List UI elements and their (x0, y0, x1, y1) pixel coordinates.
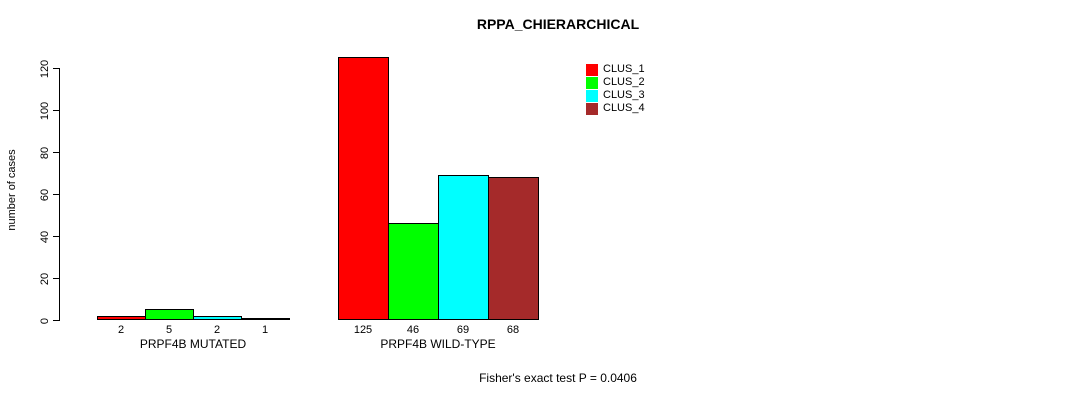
bar-clus_3-prpf4b-wild-type (438, 175, 489, 320)
y-axis-title: number of cases (6, 149, 18, 231)
y-axis-tick-label: 40 (39, 230, 51, 243)
bar-clus_4-prpf4b-wild-type (488, 177, 539, 320)
legend-item-clus_3: CLUS_3 (586, 89, 645, 102)
y-axis-tick (53, 320, 59, 321)
y-axis-line (59, 68, 60, 321)
y-axis-tick-label: 100 (39, 101, 51, 120)
bar-value-label: 46 (406, 324, 420, 336)
legend-item-clus_2: CLUS_2 (586, 76, 645, 89)
y-axis-tick (53, 110, 59, 111)
bar-value-label: 68 (506, 324, 520, 336)
legend-item-clus_1: CLUS_1 (586, 63, 645, 76)
legend-swatch-clus_2 (586, 76, 598, 89)
bar-value-label: 125 (353, 324, 373, 336)
legend-swatch-clus_4 (586, 102, 598, 115)
y-axis-tick (53, 68, 59, 69)
fisher-test-annotation: Fisher's exact test P = 0.0406 (479, 371, 637, 385)
y-axis-tick-label: 80 (39, 146, 51, 159)
bar-clus_1-prpf4b-mutated (97, 316, 146, 320)
legend-label: CLUS_2 (603, 76, 645, 88)
y-axis-tick (53, 236, 59, 237)
y-axis-tick-label: 120 (39, 59, 51, 78)
legend-swatch-clus_3 (586, 89, 598, 102)
bar-value-label: 5 (165, 324, 173, 336)
y-axis-tick-label: 0 (39, 317, 51, 324)
bar-value-label: 2 (213, 324, 221, 336)
y-axis-tick (53, 152, 59, 153)
chart-title: RPPA_CHIERARCHICAL (476, 16, 640, 32)
bar-clus_3-prpf4b-mutated (193, 316, 242, 320)
legend-label: CLUS_3 (603, 89, 645, 101)
bar-clus_1-prpf4b-wild-type (338, 57, 389, 320)
bar-clus_2-prpf4b-mutated (145, 309, 194, 320)
bar-clus_4-prpf4b-mutated (241, 318, 290, 320)
legend-label: CLUS_4 (603, 102, 645, 114)
bar-clus_2-prpf4b-wild-type (388, 223, 439, 320)
y-axis-tick (53, 278, 59, 279)
group-label-prpf4b-wild-type: PRPF4B WILD-TYPE (380, 337, 496, 351)
legend-label: CLUS_1 (603, 63, 645, 75)
legend-swatch-clus_1 (586, 63, 598, 76)
bar-value-label: 69 (456, 324, 470, 336)
y-axis-tick-label: 20 (39, 272, 51, 285)
group-label-prpf4b-mutated: PRPF4B MUTATED (139, 337, 247, 351)
y-axis-tick (53, 194, 59, 195)
bar-value-label: 1 (261, 324, 269, 336)
bar-value-label: 2 (117, 324, 125, 336)
legend: CLUS_1 CLUS_2 CLUS_3 CLUS_4 (586, 63, 645, 115)
y-axis-tick-label: 60 (39, 188, 51, 201)
legend-item-clus_4: CLUS_4 (586, 102, 645, 115)
